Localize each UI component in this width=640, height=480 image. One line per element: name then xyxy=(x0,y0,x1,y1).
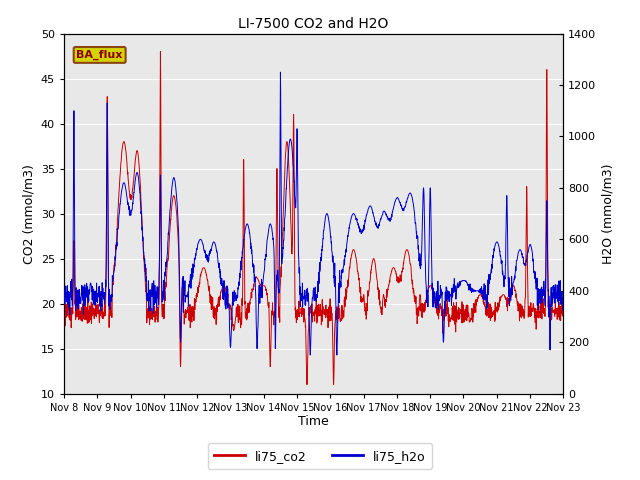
Y-axis label: CO2 (mmol/m3): CO2 (mmol/m3) xyxy=(22,164,35,264)
Legend: li75_co2, li75_h2o: li75_co2, li75_h2o xyxy=(208,444,432,469)
Title: LI-7500 CO2 and H2O: LI-7500 CO2 and H2O xyxy=(239,17,388,31)
X-axis label: Time: Time xyxy=(298,415,329,429)
Y-axis label: H2O (mmol/m3): H2O (mmol/m3) xyxy=(602,163,615,264)
Text: BA_flux: BA_flux xyxy=(77,50,123,60)
